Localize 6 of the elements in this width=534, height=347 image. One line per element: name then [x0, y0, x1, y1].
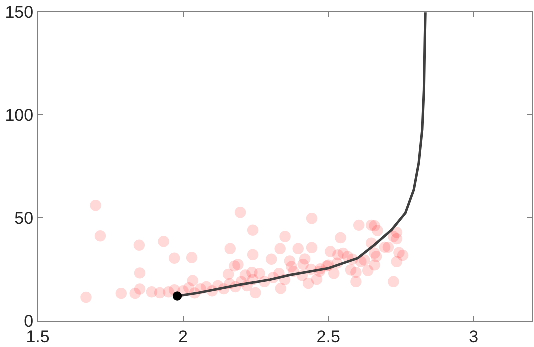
y-tick-label: 150 — [5, 2, 34, 22]
x-tick-label: 3 — [469, 327, 479, 346]
y-tick-label: 100 — [5, 106, 34, 125]
y-tick-label: 50 — [14, 208, 34, 228]
x-tick-label: 2 — [178, 327, 188, 346]
x-tick-label: 2.5 — [316, 327, 340, 346]
